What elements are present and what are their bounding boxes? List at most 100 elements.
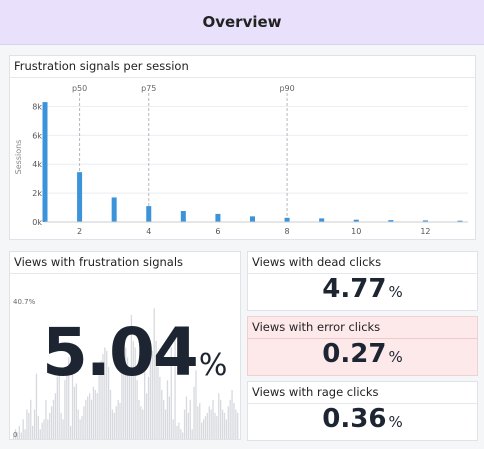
background-bar (30, 399, 32, 439)
background-bar (136, 380, 138, 439)
metric-value: 5.04 (42, 314, 199, 391)
background-bar (85, 399, 87, 439)
y-tick-label: 8k (32, 102, 42, 111)
y-max-label: 40.7% (13, 298, 36, 306)
background-bar (163, 399, 165, 439)
background-bar (140, 406, 142, 439)
background-bar (43, 419, 45, 439)
x-tick-label: 2 (77, 227, 82, 236)
percentile-marker-label: p90 (279, 84, 294, 93)
background-bar (161, 389, 163, 439)
background-bar (193, 386, 195, 439)
metric-unit: % (198, 348, 228, 383)
background-bar (164, 409, 167, 439)
background-bar (39, 429, 41, 439)
background-bar (145, 393, 148, 439)
y-tick-label: 6k (32, 131, 42, 140)
background-bar (81, 416, 83, 439)
background-bar (168, 396, 171, 439)
metric-value: 0.27 (322, 339, 387, 369)
background-bar (172, 419, 174, 439)
histogram-bar (215, 213, 221, 222)
background-bar (174, 334, 176, 439)
background-bar (94, 389, 96, 439)
histogram-bar (319, 218, 325, 222)
panel-divider (248, 338, 477, 339)
x-tick-label: 6 (215, 227, 220, 236)
histogram-bar (42, 102, 48, 222)
error-clicks-panel: Views with error clicks 0.27% (247, 316, 478, 376)
background-bar (104, 347, 106, 439)
background-bar (87, 396, 89, 439)
percentile-marker-label: p50 (72, 84, 87, 93)
background-bar (225, 419, 228, 439)
background-bar (20, 432, 22, 439)
background-bar (185, 396, 188, 439)
background-bar (64, 380, 66, 439)
background-bar (35, 373, 38, 439)
panel-title: Views with rage clicks (252, 385, 379, 399)
background-bar (235, 409, 237, 439)
background-bar (233, 403, 235, 439)
y-axis-label: Sessions (14, 140, 23, 175)
background-bar (208, 406, 210, 439)
background-bar (75, 383, 77, 439)
dead-clicks-panel: Views with dead clicks 4.77% (247, 251, 478, 311)
background-bar (134, 347, 136, 439)
background-bar (121, 360, 123, 439)
background-bar (18, 425, 20, 439)
background-bar (98, 367, 100, 439)
histogram-bar (422, 220, 428, 222)
background-bar (90, 399, 93, 439)
frustration-rate-metric: 5.04% (42, 314, 227, 391)
background-bar (182, 432, 184, 439)
x-tick-label: 10 (351, 227, 361, 236)
background-bar (24, 429, 26, 439)
background-bar (214, 412, 216, 439)
background-bar (187, 412, 190, 439)
background-bar (153, 308, 155, 439)
background-bar (79, 419, 81, 439)
background-bar (229, 399, 231, 439)
metric-unit: % (388, 413, 403, 431)
panel-title: Views with dead clicks (252, 255, 382, 269)
background-bar (130, 314, 133, 439)
histogram-bar (250, 216, 255, 222)
background-bar (88, 393, 91, 439)
background-bar (37, 416, 39, 439)
background-bar (56, 376, 58, 439)
background-bar (66, 370, 68, 439)
background-bar (212, 399, 214, 439)
background-bar (183, 409, 186, 439)
background-bar (49, 412, 51, 439)
histogram-bar (284, 217, 290, 222)
background-bar (144, 331, 146, 439)
error-clicks-metric: 0.27% (248, 339, 477, 369)
metric-unit: % (388, 348, 403, 366)
histogram-bar (111, 197, 117, 222)
background-bar (159, 376, 161, 439)
sessions-histogram: 0k 2k 4k 6k 8k Sessions p50 p75 p90 2 4 6 8 10 12 (14, 84, 468, 236)
dashboard-title: Overview (202, 13, 282, 31)
background-bar (60, 412, 62, 439)
background-bar (109, 389, 112, 439)
panel-divider (248, 403, 477, 404)
metric-value: 0.36 (322, 404, 387, 434)
background-bar (52, 399, 55, 439)
background-bar (28, 412, 30, 439)
background-bar (191, 429, 193, 439)
background-bar (33, 409, 36, 439)
histogram-bar (146, 206, 152, 222)
background-bar (113, 412, 115, 439)
background-bar (128, 373, 131, 439)
background-bar (195, 370, 197, 439)
panel-title: Frustration signals per session (14, 59, 189, 73)
rage-clicks-panel: Views with rage clicks 0.36% (247, 381, 478, 441)
panel-title: Views with error clicks (252, 320, 381, 334)
histogram-bar (388, 220, 394, 222)
background-bar (155, 340, 157, 439)
background-bar (123, 340, 125, 439)
background-bar (197, 406, 199, 439)
background-bar (126, 357, 129, 439)
background-bar (92, 386, 95, 439)
